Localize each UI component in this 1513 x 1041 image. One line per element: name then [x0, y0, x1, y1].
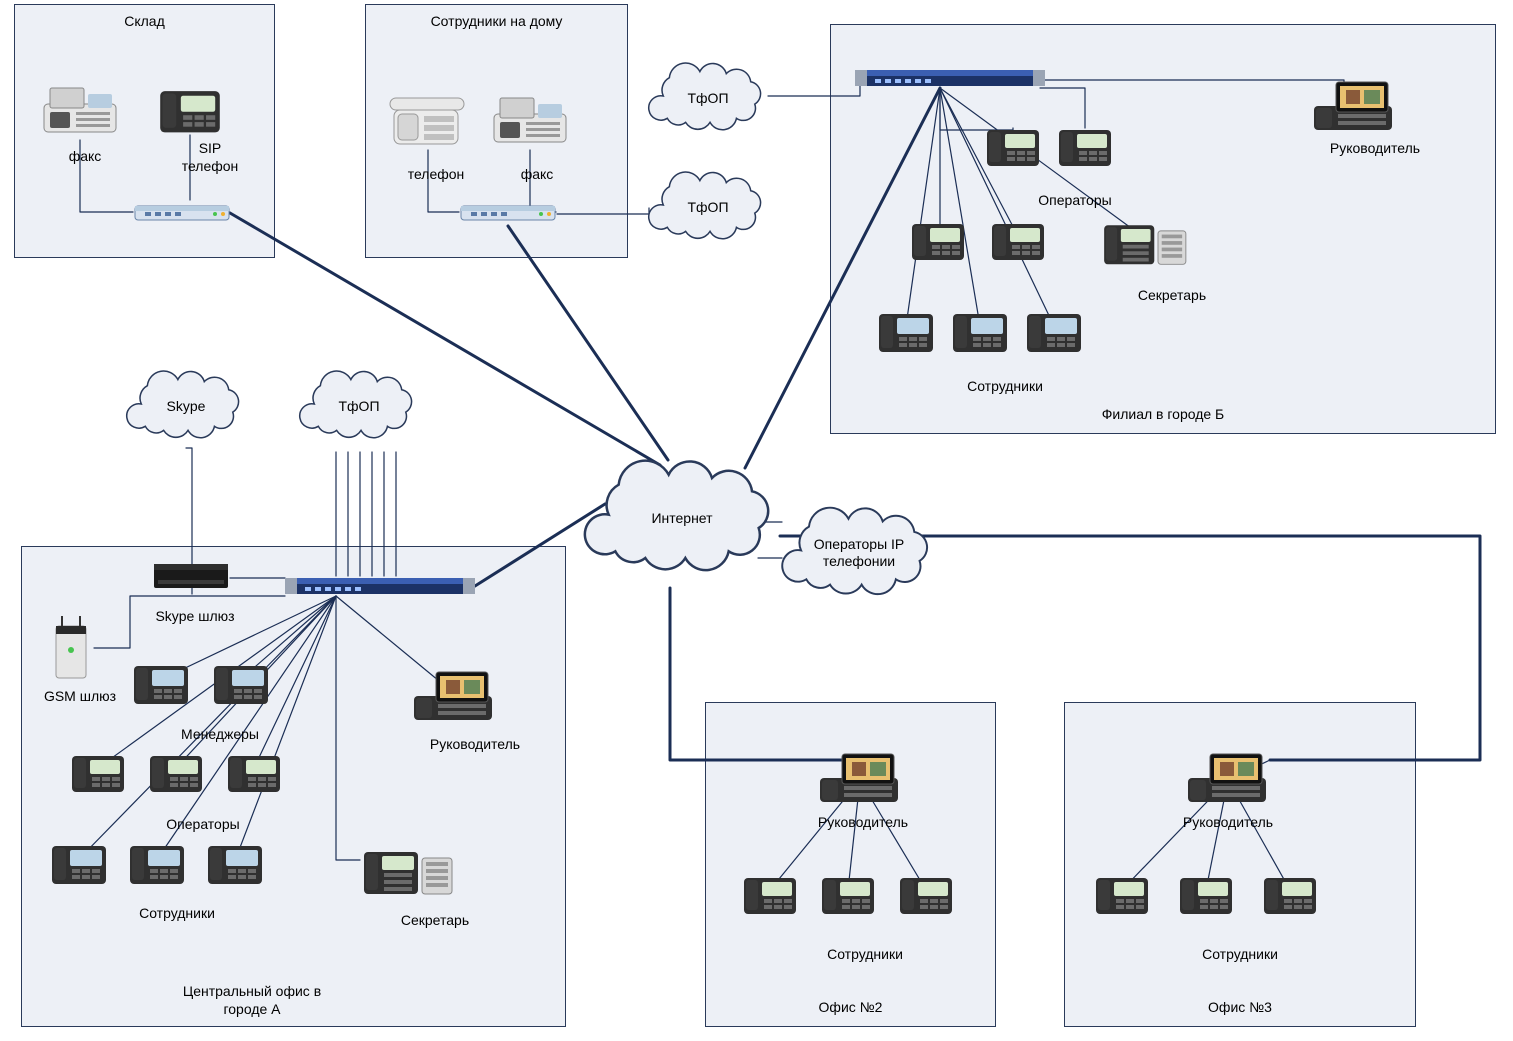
device-b_s3 — [1023, 306, 1085, 356]
cloud-skype: Skype — [125, 363, 247, 449]
device-home_phone — [388, 92, 466, 152]
device-b_s1 — [875, 306, 937, 356]
device-a_s3 — [204, 838, 266, 888]
label-a_secretary: Секретарь — [365, 912, 505, 930]
device-o3_s1 — [1092, 870, 1152, 918]
region-title: Офис №3 — [1065, 999, 1415, 1017]
device-a_sec — [360, 842, 456, 898]
device-a_s1 — [48, 838, 110, 888]
device-b_sec — [1100, 216, 1190, 268]
device-b_op4 — [988, 216, 1048, 264]
device-o2_s1 — [740, 870, 800, 918]
device-b_op1 — [983, 122, 1043, 170]
label-home_phone: телефон — [396, 166, 476, 184]
device-o2_video — [816, 748, 902, 806]
cloud-label: Интернет — [582, 448, 782, 588]
device-a_op1 — [68, 748, 128, 796]
cloud-label: Skype — [125, 363, 247, 449]
cloud-ipops: Операторы IP телефонии — [780, 500, 938, 606]
device-o3_s3 — [1260, 870, 1320, 918]
cloud-tfop3: ТфОП — [298, 363, 420, 449]
cloud-label: ТфОП — [647, 55, 769, 141]
cloud-tfop2: ТфОП — [647, 164, 769, 250]
device-sklad_fax — [40, 82, 120, 142]
diagram-stage: Склад Сотрудники на дому Филиал в городе… — [0, 0, 1513, 1041]
device-o2_s3 — [896, 870, 956, 918]
cloud-tfop1: ТфОП — [647, 55, 769, 141]
region-title: Центральный офис в городе А — [122, 983, 382, 1018]
cloud-internet: Интернет — [582, 448, 782, 588]
label-b_operators: Операторы — [1015, 192, 1135, 210]
device-b_video — [1310, 76, 1396, 134]
device-a_s2 — [126, 838, 188, 888]
device-a_op2 — [146, 748, 206, 796]
label-home_fax: факс — [507, 166, 567, 184]
region-title: Филиал в городе Б — [831, 406, 1495, 424]
label-a_operators: Операторы — [133, 816, 273, 834]
label-a_staff: Сотрудники — [107, 905, 247, 923]
device-a_skype_box — [152, 558, 230, 594]
device-sklad_sip — [155, 82, 225, 137]
label-o3_manager: Руководитель — [1158, 814, 1298, 832]
label-sklad_fax: факс — [55, 148, 115, 166]
cloud-label: ТфОП — [647, 164, 769, 250]
device-a_op3 — [224, 748, 284, 796]
device-home_router — [459, 200, 557, 226]
label-sklad_sip: SIP телефон — [170, 140, 250, 175]
region-title: Офис №2 — [706, 999, 995, 1017]
device-home_fax — [490, 92, 570, 152]
device-b_op2 — [1055, 122, 1115, 170]
region-title: Склад — [15, 13, 274, 31]
label-a_managers: Менеджеры — [150, 726, 290, 744]
device-b_rack — [855, 68, 1045, 88]
cloud-label: ТфОП — [298, 363, 420, 449]
label-o3_staff: Сотрудники — [1170, 946, 1310, 964]
device-b_s2 — [949, 306, 1011, 356]
label-a_manager: Руководитель — [405, 736, 545, 754]
device-o3_video — [1184, 748, 1270, 806]
device-a_mgr1 — [130, 658, 192, 708]
device-b_op3 — [908, 216, 968, 264]
label-a_gsm_gw: GSM шлюз — [30, 688, 130, 706]
device-a_video — [410, 666, 496, 724]
device-a_mgr2 — [210, 658, 272, 708]
device-o3_s2 — [1176, 870, 1236, 918]
cloud-label: Операторы IP телефонии — [780, 500, 938, 606]
device-o2_s2 — [818, 870, 878, 918]
device-a_rack — [285, 576, 475, 596]
label-o2_manager: Руководитель — [793, 814, 933, 832]
label-a_skype_gw: Skype шлюз — [135, 608, 255, 626]
label-b_manager: Руководитель — [1305, 140, 1445, 158]
label-o2_staff: Сотрудники — [795, 946, 935, 964]
region-title: Сотрудники на дому — [366, 13, 627, 31]
device-sklad_router — [133, 200, 231, 226]
device-a_gsm — [48, 616, 94, 682]
label-b_staff: Сотрудники — [935, 378, 1075, 396]
label-b_secretary: Секретарь — [1112, 287, 1232, 305]
